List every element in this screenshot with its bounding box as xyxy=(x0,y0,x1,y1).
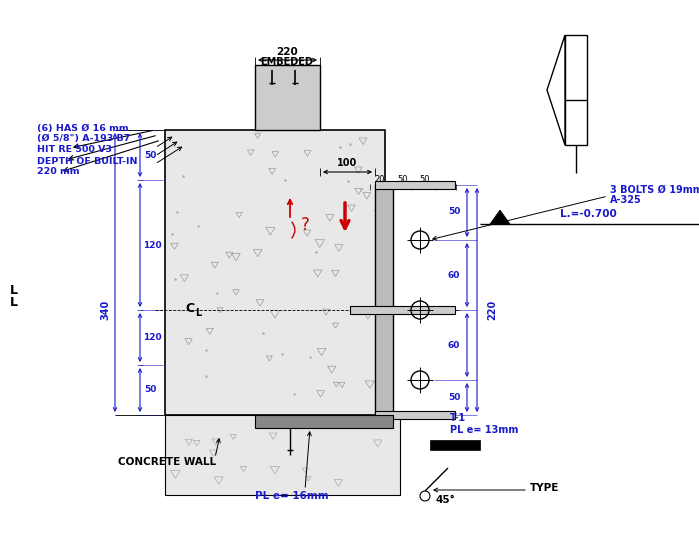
Text: 20: 20 xyxy=(375,174,385,184)
Text: 220: 220 xyxy=(487,300,497,320)
Text: L.=-0.700: L.=-0.700 xyxy=(560,209,617,219)
Text: A-325: A-325 xyxy=(610,195,642,205)
Text: HIT RE 500 V3: HIT RE 500 V3 xyxy=(37,146,112,155)
Text: 60: 60 xyxy=(448,270,460,280)
Polygon shape xyxy=(255,65,320,130)
Text: L: L xyxy=(10,283,18,296)
Polygon shape xyxy=(547,35,565,145)
Text: ?: ? xyxy=(301,216,310,234)
Polygon shape xyxy=(430,440,480,450)
Text: 50: 50 xyxy=(144,150,156,160)
Text: EMBEDED: EMBEDED xyxy=(261,57,313,67)
Text: 45°: 45° xyxy=(436,495,456,505)
Text: _SBG783: _SBG783 xyxy=(571,49,581,86)
Text: 120: 120 xyxy=(143,241,161,249)
Text: 50: 50 xyxy=(448,207,460,217)
Polygon shape xyxy=(255,415,393,428)
Polygon shape xyxy=(375,181,455,189)
Text: CONCRETE WALL: CONCRETE WALL xyxy=(118,457,216,467)
Text: 100: 100 xyxy=(337,158,357,168)
Polygon shape xyxy=(350,306,455,314)
Text: 50: 50 xyxy=(144,386,156,395)
Text: 50: 50 xyxy=(420,174,431,184)
Text: C: C xyxy=(185,302,194,315)
Text: 50: 50 xyxy=(398,174,408,184)
Text: 120: 120 xyxy=(143,332,161,342)
Polygon shape xyxy=(565,35,587,145)
Text: 3 BOLTS Ø 19mm: 3 BOLTS Ø 19mm xyxy=(610,185,699,195)
Text: 340: 340 xyxy=(100,300,110,320)
Text: (Ø 5/8") A-193 B7: (Ø 5/8") A-193 B7 xyxy=(37,135,130,143)
Text: 220 mm: 220 mm xyxy=(37,167,80,176)
Text: DEPTH OF BUILT-IN: DEPTH OF BUILT-IN xyxy=(37,156,138,166)
Text: PL e= 13mm: PL e= 13mm xyxy=(450,425,519,435)
Text: L: L xyxy=(10,296,18,310)
Text: 50: 50 xyxy=(448,393,460,401)
Text: T-1: T-1 xyxy=(450,413,466,423)
Text: 6: 6 xyxy=(572,117,580,128)
Text: TYPE: TYPE xyxy=(530,483,559,493)
Text: 220: 220 xyxy=(276,47,298,57)
Polygon shape xyxy=(375,411,455,419)
Polygon shape xyxy=(165,130,385,415)
Text: PL e= 16mm: PL e= 16mm xyxy=(255,491,329,501)
Polygon shape xyxy=(375,185,393,415)
Text: L: L xyxy=(195,308,201,318)
Text: 60: 60 xyxy=(448,340,460,350)
Text: (6) HAS Ø 16 mm: (6) HAS Ø 16 mm xyxy=(37,123,129,132)
Polygon shape xyxy=(165,415,400,495)
Polygon shape xyxy=(490,210,510,224)
